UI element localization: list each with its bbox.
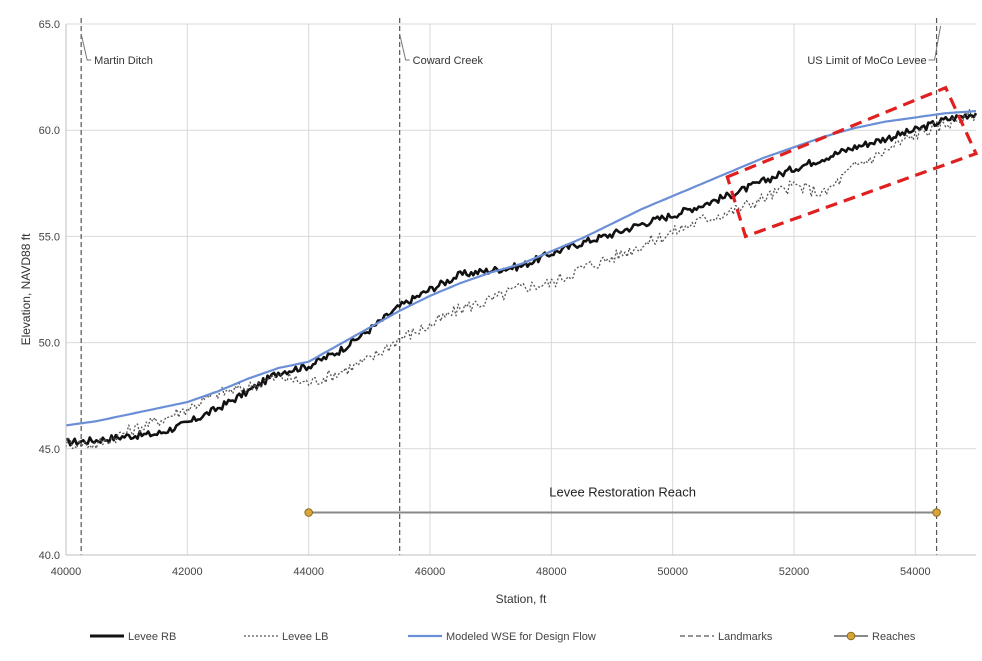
legend-label: Reaches — [872, 631, 916, 643]
series-lines — [65, 109, 978, 450]
y-tick-label: 45.0 — [39, 444, 60, 456]
legend-label: Landmarks — [718, 631, 773, 643]
y-tick-label: 65.0 — [39, 19, 60, 31]
x-tick-label: 52000 — [779, 566, 810, 578]
landmark-lines: Martin Ditch Coward Creek US Limit of MoCo… — [80, 18, 942, 555]
legend-swatch-reaches-marker — [846, 631, 856, 641]
landmark-label: Coward Creek — [413, 55, 484, 67]
reach-marker — [304, 508, 313, 517]
landmark-leader — [928, 25, 942, 61]
y-tick-label: 60.0 — [39, 125, 60, 137]
y-tick-label: 50.0 — [39, 338, 60, 350]
x-tick-label: 44000 — [293, 566, 324, 578]
x-tick-label: 42000 — [172, 566, 203, 578]
y-axis-title: Elevation, NAVD88 ft — [19, 233, 33, 345]
highlight-box-outline — [725, 85, 979, 239]
landmark-leader — [399, 33, 410, 61]
legend-label: Levee LB — [282, 631, 328, 643]
axes: 40.0 45.0 50.0 55.0 60.0 65.0 40000 42000 44000 4… — [39, 19, 976, 578]
x-axis-title: Station, ft — [496, 592, 547, 606]
highlight-box — [725, 85, 979, 239]
y-tick-label: 55.0 — [39, 231, 60, 243]
series-line-1 — [65, 112, 978, 447]
reach-marker — [932, 508, 941, 517]
legend-label: Levee RB — [128, 631, 176, 643]
reach-label: Levee Restoration Reach — [549, 485, 696, 500]
landmark-label: Martin Ditch — [94, 55, 153, 67]
legend: Levee RB Levee LB Modeled WSE for Design F… — [90, 631, 916, 643]
landmark-leader — [80, 33, 92, 61]
y-tick-label: 40.0 — [39, 550, 60, 562]
x-tick-label: 50000 — [657, 566, 688, 578]
x-tick-label: 48000 — [536, 566, 567, 578]
legend-label: Modeled WSE for Design Flow — [446, 631, 596, 643]
x-tick-label: 40000 — [51, 566, 82, 578]
landmark-label: US Limit of MoCo Levee — [807, 55, 926, 67]
series-line-3 — [65, 110, 977, 427]
reaches: Levee Restoration Reach — [304, 485, 941, 517]
grid — [65, 23, 976, 556]
x-tick-label: 54000 — [900, 566, 931, 578]
series-line-2 — [65, 109, 977, 450]
x-tick-label: 46000 — [415, 566, 446, 578]
